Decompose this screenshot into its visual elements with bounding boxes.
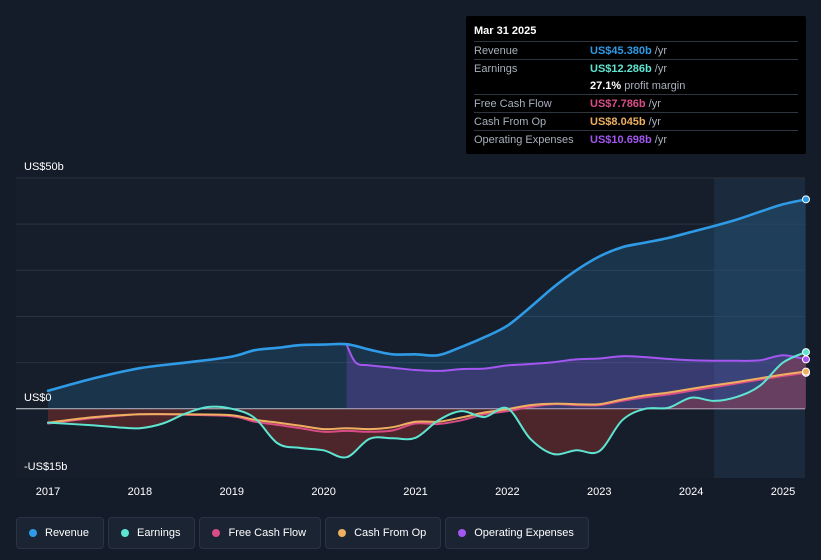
tooltip-date: Mar 31 2025 xyxy=(474,25,537,37)
tooltip-unit: /yr xyxy=(654,44,667,57)
tooltip-label: Earnings xyxy=(474,62,518,75)
legend-dot-icon xyxy=(212,529,221,537)
y-tick-label: US$50b xyxy=(24,161,64,173)
legend-item-free-cash-flow[interactable]: Free Cash Flow xyxy=(199,517,322,549)
earnings-end-marker xyxy=(801,348,810,357)
x-tick-label: 2024 xyxy=(679,486,703,498)
legend-dot-icon xyxy=(338,529,347,537)
legend-label: Cash From Op xyxy=(354,527,427,539)
legend-item-earnings[interactable]: Earnings xyxy=(108,517,196,549)
y-tick-label: -US$15b xyxy=(24,461,67,473)
tooltip-value: US$7.786b xyxy=(590,97,646,110)
tooltip-unit: /yr xyxy=(648,97,661,110)
cash-from-op-end-marker xyxy=(801,367,810,376)
tooltip-label: Operating Expenses xyxy=(474,133,574,146)
data-tooltip: Mar 31 2025 Revenue US$45.380b /yr Earni… xyxy=(466,16,806,154)
legend-item-operating-expenses[interactable]: Operating Expenses xyxy=(445,517,589,549)
tooltip-row-cash-from-op: Cash From Op US$8.045b /yr xyxy=(474,112,798,130)
operating-expenses-end-marker xyxy=(801,355,810,364)
legend-dot-icon xyxy=(121,529,130,537)
legend-item-cash-from-op[interactable]: Cash From Op xyxy=(325,517,442,549)
x-tick-label: 2021 xyxy=(403,486,427,498)
tooltip-label: Free Cash Flow xyxy=(474,97,552,110)
free-cash-flow-line xyxy=(47,371,807,433)
tooltip-label: Revenue xyxy=(474,44,519,57)
x-tick-label: 2019 xyxy=(220,486,244,498)
tooltip-unit: /yr xyxy=(654,62,667,75)
legend-label: Revenue xyxy=(45,527,90,539)
tooltip-row-operating-expenses: Operating Expenses US$10.698b /yr xyxy=(474,130,798,148)
tooltip-unit: profit margin xyxy=(624,79,686,92)
y-tick-label: US$0 xyxy=(24,392,52,404)
x-tick-label: 2017 xyxy=(36,486,60,498)
operating-expenses-line xyxy=(345,343,807,372)
legend-dot-icon xyxy=(458,529,467,537)
tooltip-value: US$12.286b xyxy=(590,62,652,75)
x-tick-label: 2022 xyxy=(495,486,519,498)
x-tick-label: 2018 xyxy=(128,486,152,498)
axis-labels: US$50b US$0 -US$15b 2017 2018 2019 2020 2021 202… xyxy=(24,161,795,498)
x-tick-label: 2023 xyxy=(587,486,611,498)
end-markers xyxy=(801,195,810,377)
legend-label: Free Cash Flow xyxy=(228,527,307,539)
forecast-region xyxy=(714,178,805,478)
chart-legend: Revenue Earnings Free Cash Flow Cash Fro… xyxy=(16,517,589,549)
x-tick-label: 2020 xyxy=(311,486,335,498)
series-lines xyxy=(46,198,808,459)
tooltip-row-revenue: Revenue US$45.380b /yr xyxy=(474,41,798,59)
tooltip-value: US$8.045b xyxy=(590,115,646,128)
tooltip-label: Cash From Op xyxy=(474,115,547,128)
legend-dot-icon xyxy=(29,529,37,537)
legend-label: Operating Expenses xyxy=(474,527,574,539)
legend-label: Earnings xyxy=(137,527,181,539)
tooltip-row-profit-margin: 27.1% profit margin xyxy=(474,77,798,94)
tooltip-value: US$45.380b xyxy=(590,44,652,57)
tooltip-unit: /yr xyxy=(648,115,661,128)
revenue-line xyxy=(46,198,808,393)
revenue-end-marker xyxy=(801,195,810,204)
tooltip-row-free-cash-flow: Free Cash Flow US$7.786b /yr xyxy=(474,94,798,112)
tooltip-value: 27.1% xyxy=(590,79,622,92)
tooltip-unit: /yr xyxy=(654,133,667,146)
legend-item-revenue[interactable]: Revenue xyxy=(16,517,105,549)
earnings-line xyxy=(47,351,807,459)
tooltip-row-earnings: Earnings US$12.286b /yr xyxy=(474,59,798,77)
x-tick-label: 2025 xyxy=(771,486,795,498)
gridlines xyxy=(16,177,805,410)
tooltip-value: US$10.698b xyxy=(590,133,652,146)
